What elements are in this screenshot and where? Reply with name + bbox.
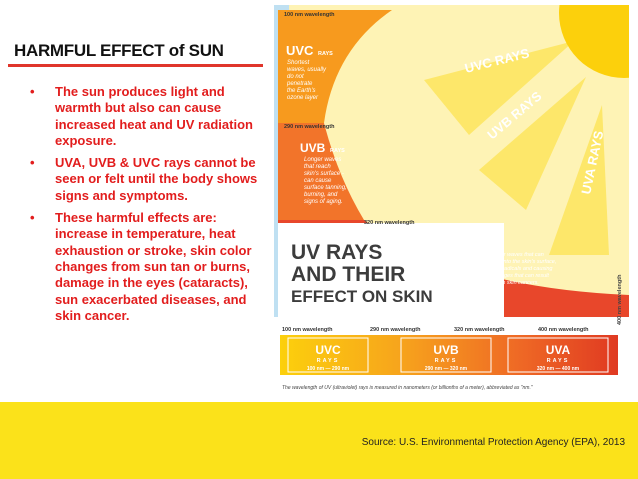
headline-line: UV RAYS (291, 241, 382, 264)
scale-box-name: UVA (546, 343, 571, 357)
uvc-desc-line: penetrate (286, 81, 313, 87)
bullet-text: The sun produces light and warmth but al… (55, 84, 253, 148)
uvc-desc-line: Shortest (287, 60, 310, 66)
uvc-ray-beam (424, 41, 574, 135)
source-citation: Source: U.S. Environmental Protection Ag… (361, 437, 625, 448)
bullet-item: • UVA, UVB & UVC rays cannot be seen or f… (29, 155, 265, 204)
uvc-desc-line: waves, usually (287, 67, 327, 73)
uva-band-label: UVA (426, 236, 448, 248)
uva-desc-line: penetrate deep into the skin's surface, (463, 259, 557, 265)
infographic-footnote: The wavelength of UV (ultraviolet) rays … (282, 385, 533, 391)
bullet-text: These harmful effects are: increase in t… (55, 210, 252, 323)
wavelength-scale-bar (280, 335, 618, 375)
uvb-desc-line: Longer waves (304, 157, 341, 163)
scale-box-sub: RAYS (547, 358, 570, 364)
uva-desc-line: releasing free radicals and causing (468, 266, 554, 272)
bottom-color-band (0, 402, 638, 479)
uv-rays-infographic: 100 nm wavelength 290 nm wavelength 320 … (274, 5, 629, 400)
scale-tick-label: 320 nm wavelength (454, 327, 505, 333)
bullet-text: UVA, UVB & UVC rays cannot be seen or fe… (55, 155, 258, 203)
uvc-arc-band (278, 10, 392, 123)
bullet-item: • These harmful effects are: increase in … (29, 210, 265, 324)
uvb-scale-box (400, 337, 492, 373)
bullet-dot-icon: • (30, 210, 35, 226)
wavelength-label-320: 320 nm wavelength (364, 220, 415, 226)
headline-line: EFFECT ON SKIN (291, 287, 433, 306)
headline-panel (278, 223, 504, 317)
scale-tick-label: 400 nm wavelength (538, 327, 589, 333)
uvc-desc-line: the Earth's (287, 88, 316, 94)
bullet-dot-icon: • (30, 84, 35, 99)
uvc-band-suffix: RAYS (318, 51, 333, 57)
wavelength-label-100: 100 nm wavelength (284, 12, 335, 18)
scale-tick-label: 100 nm wavelength (282, 327, 333, 333)
uvb-desc-line: surface tanning, (304, 185, 347, 191)
uvc-desc-line: do not (287, 74, 304, 80)
scale-box-range: 100 nm — 290 nm (307, 366, 350, 372)
bullet-item: • The sun produces light and warmth but a… (29, 84, 265, 149)
uva-scale-box (507, 337, 609, 373)
uvb-desc-line: burning, and (304, 192, 338, 198)
uvb-band-suffix: RAYS (330, 148, 345, 154)
wavelength-label-400-vertical: 400 nm wavelength (617, 274, 623, 325)
uvb-arc-band (278, 123, 364, 220)
uvb-desc-line: can cause (304, 178, 332, 184)
scale-box-range: 320 nm — 400 nm (537, 366, 580, 372)
scale-box-sub: RAYS (317, 358, 340, 364)
uvc-scale-box (287, 337, 369, 373)
wavelength-label-290: 290 nm wavelength (284, 124, 335, 130)
uva-band-suffix: RAYS (452, 241, 467, 247)
scale-box-name: UVC (315, 343, 341, 357)
uvb-desc-line: that reach (304, 164, 331, 170)
sun-glow (289, 5, 629, 317)
uva-desc-line: Even longer waves that can (476, 252, 544, 258)
uvc-desc-line: ozone layer (287, 95, 319, 101)
uvb-ray-beam (479, 77, 586, 210)
scale-tick-label: 290 nm wavelength (370, 327, 421, 333)
uva-ray-beam (549, 105, 609, 255)
slide-title: HARMFUL EFFECT of SUN (14, 41, 224, 60)
headline-line: AND THEIR (291, 263, 405, 286)
uva-desc-line: DNA changes that can result (479, 273, 549, 279)
uvb-band-label: UVB (300, 141, 326, 155)
bullet-dot-icon: • (30, 155, 35, 171)
uva-desc-line: in skin cancers. (501, 280, 539, 286)
scale-box-name: UVB (433, 343, 459, 357)
scale-box-range: 290 nm — 320 nm (425, 366, 468, 372)
sun (559, 5, 629, 78)
title-underline (8, 64, 263, 67)
uvc-band-label: UVC (286, 43, 314, 58)
uvb-desc-line: skin's surface - (304, 171, 344, 177)
uvb-desc-line: signs of aging. (304, 199, 343, 205)
bullet-list: • The sun produces light and warmth but a… (29, 84, 265, 330)
scale-box-sub: RAYS (435, 358, 458, 364)
